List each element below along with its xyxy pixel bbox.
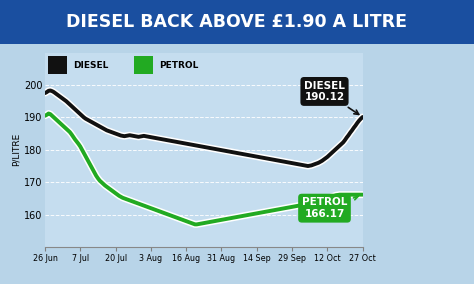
Text: DIESEL
190.12: DIESEL 190.12 bbox=[304, 81, 359, 114]
Text: DIESEL BACK ABOVE £1.90 A LITRE: DIESEL BACK ABOVE £1.90 A LITRE bbox=[66, 13, 408, 31]
Text: PETROL
166.17: PETROL 166.17 bbox=[302, 196, 358, 219]
Text: PETROL: PETROL bbox=[159, 61, 199, 70]
FancyBboxPatch shape bbox=[48, 57, 67, 74]
Y-axis label: P/LITRE: P/LITRE bbox=[12, 133, 21, 166]
Text: DIESEL: DIESEL bbox=[73, 61, 109, 70]
FancyBboxPatch shape bbox=[134, 57, 153, 74]
